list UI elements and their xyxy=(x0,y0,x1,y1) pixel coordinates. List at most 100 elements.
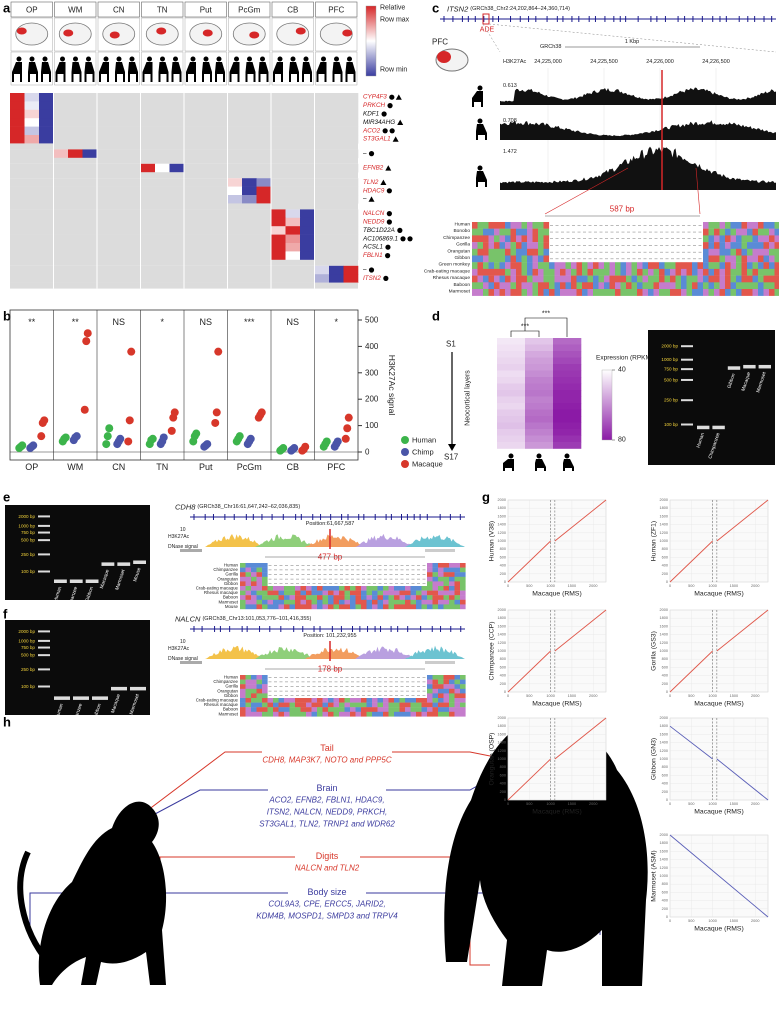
alignment-base xyxy=(472,268,478,276)
alignment-base xyxy=(278,698,285,703)
heatmap-cell xyxy=(300,209,315,219)
heatmap-empty xyxy=(111,135,127,144)
alignment-base xyxy=(256,711,263,717)
alignment-base xyxy=(516,235,522,243)
ade-box xyxy=(482,13,490,25)
heatmap-empty xyxy=(126,149,141,159)
alignment-base xyxy=(604,262,610,270)
alignment-base xyxy=(708,268,715,276)
alignment-base xyxy=(240,586,246,591)
heatmap-empty xyxy=(198,274,214,283)
alignment-base xyxy=(449,684,455,689)
alignment-base xyxy=(361,711,367,717)
alignment-base xyxy=(344,595,351,600)
alignment-base xyxy=(245,563,252,568)
species-name: Orangutan xyxy=(447,248,470,254)
marker-triangle xyxy=(380,179,387,185)
alignment-base xyxy=(251,698,257,703)
y-tick-label: 1800 xyxy=(660,506,668,510)
alignment-base xyxy=(240,688,246,694)
alignment-base xyxy=(388,595,395,600)
heatmap-empty xyxy=(169,226,185,235)
alignment-base xyxy=(399,586,406,591)
heatmap-empty xyxy=(198,149,214,159)
heatmap-empty xyxy=(242,135,257,144)
alignment-base xyxy=(344,707,351,712)
heatmap-empty xyxy=(285,163,301,173)
alignment-base xyxy=(708,262,715,270)
alignment-base xyxy=(240,563,246,568)
alignment-base xyxy=(670,289,676,296)
alignment-base xyxy=(494,289,500,296)
heatmap-empty xyxy=(140,186,156,196)
heatmap-empty xyxy=(314,251,330,261)
alignment-base xyxy=(741,248,748,256)
species-name: Gorilla xyxy=(456,242,470,248)
heatmap-empty xyxy=(10,265,25,275)
alignment-base xyxy=(267,707,274,712)
species-name: Marmoset xyxy=(218,711,238,716)
alignment-base xyxy=(454,702,461,708)
legend-title: Relative xyxy=(380,5,405,12)
alignment-base xyxy=(460,679,466,685)
alignment-base xyxy=(377,711,384,717)
heatmap-empty xyxy=(82,126,98,136)
heatmap-empty xyxy=(97,118,112,127)
alignment-base xyxy=(659,289,665,296)
y-tick-label: 1400 xyxy=(660,523,668,527)
heatmap-empty xyxy=(97,135,112,144)
ladder-band xyxy=(38,539,50,542)
species-icon xyxy=(347,56,352,62)
alignment-base xyxy=(499,289,506,296)
heatmap-empty xyxy=(256,126,272,136)
alignment-base xyxy=(454,599,461,605)
heatmap-cell xyxy=(10,118,25,127)
heatmap-empty xyxy=(213,251,228,261)
y-tick-label: 1600 xyxy=(660,732,668,736)
signal-track xyxy=(500,87,776,105)
alignment-base xyxy=(454,688,461,694)
alignment-base xyxy=(725,242,731,249)
alignment-base xyxy=(554,268,561,276)
heatmap-empty xyxy=(68,195,83,204)
ladder-band xyxy=(38,685,50,688)
alignment-base xyxy=(725,282,731,290)
alignment-base xyxy=(317,595,323,600)
heatmap-empty xyxy=(184,126,199,136)
gene-label: NALCN xyxy=(363,210,385,217)
y-tick-label: 0 xyxy=(365,448,370,457)
alignment-base xyxy=(306,707,312,712)
heatmap-empty xyxy=(140,101,156,111)
alignment-base xyxy=(488,282,495,290)
significance: NS xyxy=(286,317,299,327)
alignment-base xyxy=(256,599,263,605)
x-tick-label: 0 xyxy=(669,919,671,923)
alignment-base xyxy=(350,604,356,610)
heatmap-empty xyxy=(227,243,243,252)
x-tick-label: 1500 xyxy=(568,584,576,588)
heatmap-empty xyxy=(198,209,214,219)
alignment-base xyxy=(741,222,748,229)
connector xyxy=(29,892,288,935)
alignment-base xyxy=(399,595,406,600)
alignment-base xyxy=(438,702,444,708)
alignment-segment xyxy=(507,758,551,801)
alignment-base xyxy=(240,675,246,680)
alignment-base xyxy=(240,572,246,577)
alignment-base xyxy=(449,586,455,591)
y-tick-label: 400 xyxy=(500,564,506,568)
species-name: Baboon xyxy=(223,707,239,712)
alignment-base xyxy=(460,590,466,596)
alignment-base xyxy=(284,702,290,708)
heatmap-empty xyxy=(155,217,170,227)
coordinates: (GRCh38_Chr2:24,202,864–24,360,714) xyxy=(470,6,570,12)
species-icon xyxy=(86,56,91,62)
alignment-base xyxy=(604,289,610,296)
gel-band xyxy=(85,579,99,583)
heatmap-empty xyxy=(24,149,40,159)
heatmap-empty xyxy=(39,234,54,244)
alignment-base xyxy=(262,599,268,605)
heatmap-cell xyxy=(553,429,582,436)
species-name: Gibbon xyxy=(224,693,239,698)
alignment-base xyxy=(527,235,533,243)
